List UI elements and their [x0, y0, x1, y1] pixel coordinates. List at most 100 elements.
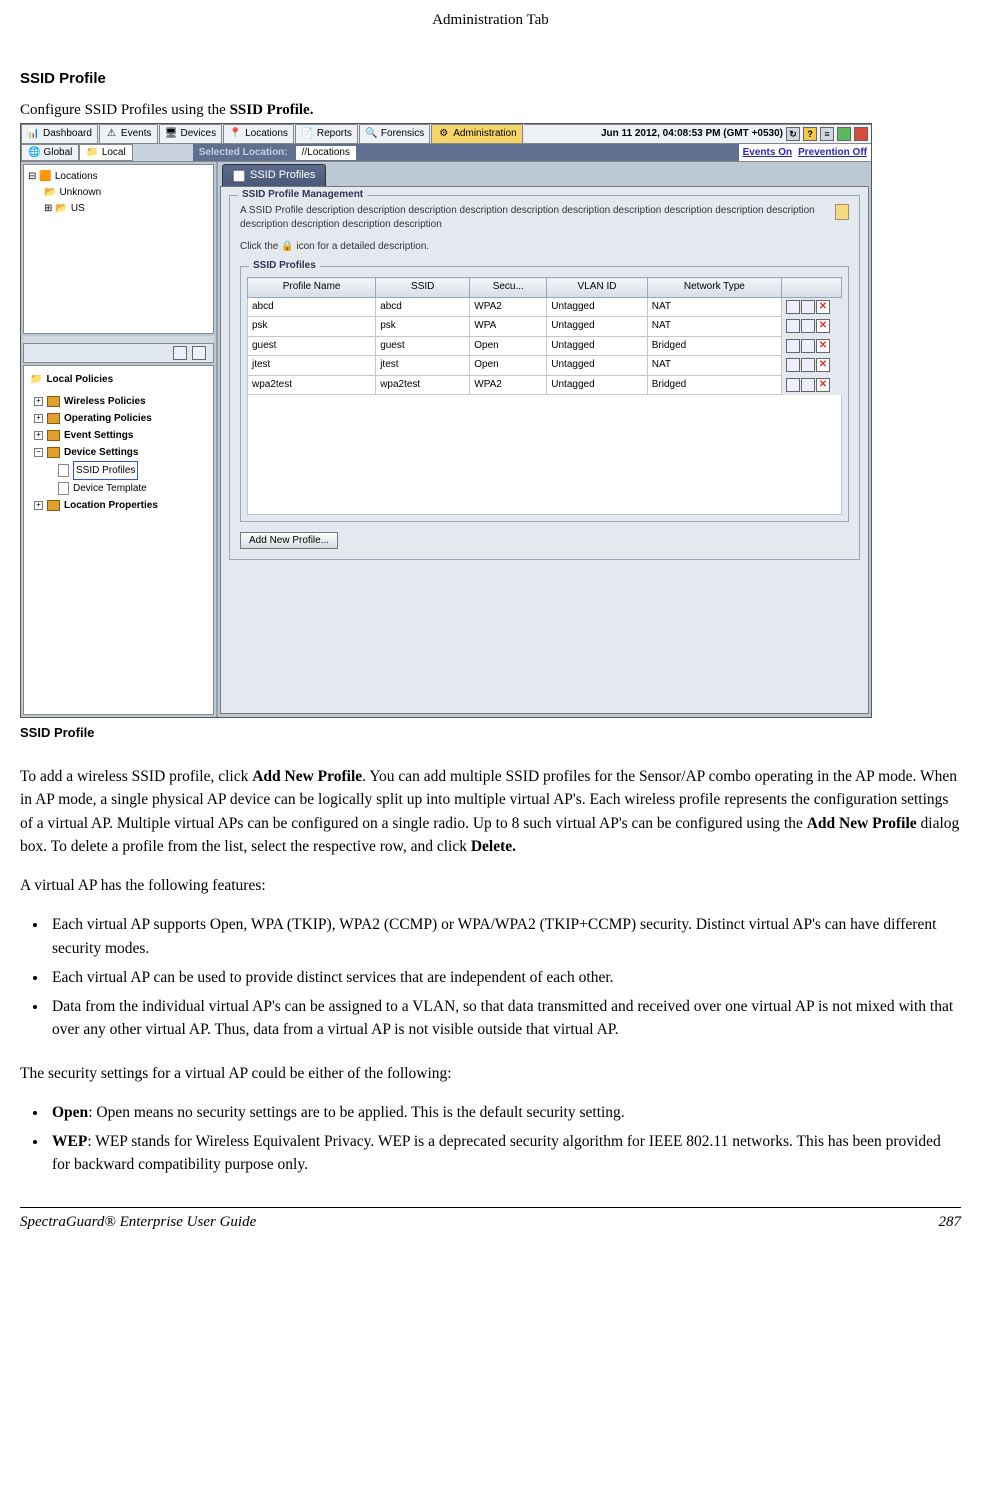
- edit-icon[interactable]: [786, 378, 800, 392]
- globe-icon: 🌐: [28, 146, 40, 161]
- toolbar-icon-1[interactable]: [173, 346, 187, 360]
- table-cell: guest: [248, 336, 376, 356]
- policy-label: Wireless Policies: [64, 393, 146, 410]
- tab-dashboard[interactable]: 📊Dashboard: [21, 124, 98, 143]
- loc-icon: 📂: [44, 185, 56, 201]
- tab-locations[interactable]: 📍Locations: [223, 124, 294, 143]
- table-cell: abcd: [248, 297, 376, 317]
- tab-administration[interactable]: ⚙Administration: [431, 124, 522, 143]
- table-cell: WPA: [470, 317, 547, 337]
- table-cell: Untagged: [547, 375, 647, 395]
- security-list: Open: Open means no security settings ar…: [48, 1101, 961, 1177]
- tree-root[interactable]: ⊟🟧Locations: [28, 169, 209, 185]
- tab-devices[interactable]: 🖥Devices: [159, 124, 223, 143]
- table-cell: Untagged: [547, 297, 647, 317]
- loc-tab-local[interactable]: 📁Local: [79, 144, 132, 161]
- table-actions: ✕: [782, 356, 842, 376]
- expand-icon[interactable]: +: [34, 414, 43, 423]
- table-header[interactable]: Profile Name: [248, 278, 376, 298]
- table-row[interactable]: pskpskWPAUntaggedNAT✕: [248, 317, 842, 337]
- tab-reports[interactable]: 📄Reports: [295, 124, 358, 143]
- prevention-off-link[interactable]: Prevention Off: [798, 146, 867, 161]
- table-row[interactable]: guestguestOpenUntaggedBridged✕: [248, 336, 842, 356]
- policy-sub-label: SSID Profiles: [73, 461, 138, 480]
- policy-sub-ssid[interactable]: SSID Profiles: [58, 461, 209, 480]
- loc-icon: 📂: [55, 201, 67, 217]
- policy-sub-template[interactable]: Device Template: [58, 480, 209, 497]
- status-green-icon[interactable]: [837, 127, 851, 141]
- policy-item-device[interactable]: −Device Settings: [34, 444, 209, 461]
- folder-icon: [47, 413, 60, 424]
- delete-icon[interactable]: ✕: [816, 339, 830, 353]
- edit-icon[interactable]: [786, 358, 800, 372]
- delete-icon[interactable]: ✕: [816, 358, 830, 372]
- expand-icon[interactable]: ⊞: [44, 201, 52, 217]
- table-row[interactable]: wpa2testwpa2testWPA2UntaggedBridged✕: [248, 375, 842, 395]
- tab-label: Administration: [453, 127, 516, 142]
- folder-icon: [47, 430, 60, 441]
- help-icon[interactable]: ?: [803, 127, 817, 141]
- edit-icon[interactable]: [786, 300, 800, 314]
- copy-icon[interactable]: [801, 358, 815, 372]
- table-header[interactable]: Network Type: [647, 278, 781, 298]
- policy-label: Operating Policies: [64, 410, 152, 427]
- lock-corner-icon: [835, 204, 849, 220]
- folder-icon: 📁: [30, 373, 42, 388]
- delete-icon[interactable]: ✕: [816, 300, 830, 314]
- copy-icon[interactable]: [801, 339, 815, 353]
- footer-title: SpectraGuard® Enterprise User Guide: [20, 1212, 256, 1234]
- edit-icon[interactable]: [786, 319, 800, 333]
- delete-icon[interactable]: ✕: [816, 378, 830, 392]
- policy-item[interactable]: +Location Properties: [34, 497, 209, 514]
- paragraph-3: The security settings for a virtual AP c…: [20, 1062, 961, 1085]
- expand-icon[interactable]: +: [34, 397, 43, 406]
- table-actions: ✕: [782, 375, 842, 395]
- side-column: ⊟🟧Locations 📂Unknown ⊞📂US 📁Local Policie…: [21, 162, 216, 717]
- table-header[interactable]: Secu...: [470, 278, 547, 298]
- table-header[interactable]: VLAN ID: [547, 278, 647, 298]
- refresh-icon[interactable]: ↻: [786, 127, 800, 141]
- tree-item[interactable]: 📂Unknown: [44, 185, 209, 201]
- profiles-legend: SSID Profiles: [249, 259, 320, 274]
- table-row[interactable]: abcdabcdWPA2UntaggedNAT✕: [248, 297, 842, 317]
- splitter[interactable]: [23, 336, 214, 343]
- list-item-bold: WEP: [52, 1133, 87, 1150]
- lock-icon: [233, 170, 245, 182]
- loc-tab-global[interactable]: 🌐Global: [21, 144, 79, 161]
- table-cell: WPA2: [470, 375, 547, 395]
- table-cell: wpa2test: [248, 375, 376, 395]
- delete-icon[interactable]: ✕: [816, 319, 830, 333]
- copy-icon[interactable]: [801, 319, 815, 333]
- table-header[interactable]: SSID: [376, 278, 470, 298]
- copy-icon[interactable]: [801, 378, 815, 392]
- policy-item[interactable]: +Event Settings: [34, 427, 209, 444]
- policy-item[interactable]: + Operating Policies: [34, 410, 209, 427]
- status-red-icon[interactable]: [854, 127, 868, 141]
- add-new-profile-button[interactable]: Add New Profile...: [240, 532, 338, 549]
- table-row[interactable]: jtestjtestOpenUntaggedNAT✕: [248, 356, 842, 376]
- loc-tab-label: Global: [43, 146, 72, 161]
- dashboard-icon: 📊: [27, 128, 40, 141]
- copy-icon[interactable]: [801, 300, 815, 314]
- expand-icon[interactable]: +: [34, 501, 43, 510]
- tree-item[interactable]: ⊞📂US: [44, 201, 209, 217]
- list-icon[interactable]: ≡: [820, 127, 834, 141]
- ssid-mgmt-fieldset: SSID Profile Management A SSID Profile d…: [229, 195, 860, 560]
- table-cell: Untagged: [547, 317, 647, 337]
- policy-item[interactable]: + Wireless Policies: [34, 393, 209, 410]
- section-title: SSID Profile: [20, 68, 961, 90]
- tab-events[interactable]: ⚠Events: [99, 124, 158, 143]
- list-item: Open: Open means no security settings ar…: [48, 1101, 961, 1124]
- table-cell: wpa2test: [376, 375, 470, 395]
- expand-icon[interactable]: +: [34, 431, 43, 440]
- tab-forensics[interactable]: 🔍Forensics: [359, 124, 430, 143]
- content-tab-ssid[interactable]: SSID Profiles: [222, 164, 326, 186]
- edit-icon[interactable]: [786, 339, 800, 353]
- tab-label: Forensics: [381, 127, 424, 142]
- table-cell: abcd: [376, 297, 470, 317]
- collapse-icon[interactable]: −: [34, 448, 43, 457]
- expand-icon[interactable]: ⊟: [28, 169, 36, 185]
- events-on-link[interactable]: Events On: [743, 146, 792, 161]
- table-cell: psk: [376, 317, 470, 337]
- toolbar-icon-2[interactable]: [192, 346, 206, 360]
